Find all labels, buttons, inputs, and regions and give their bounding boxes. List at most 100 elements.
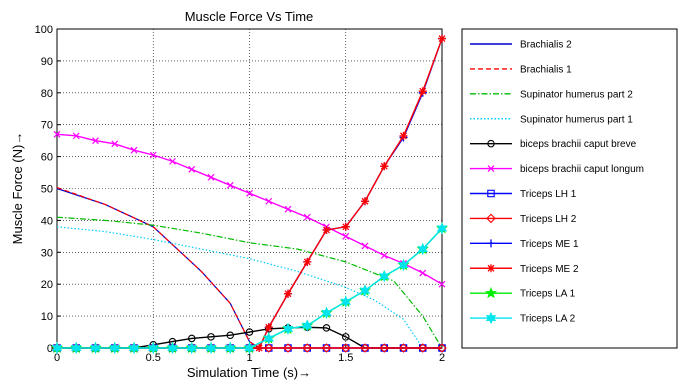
- data-point: [92, 137, 99, 145]
- data-point: [378, 270, 390, 283]
- legend-label: Triceps ME 1: [520, 239, 579, 250]
- legend-entry: Supinator humerus part 1: [470, 114, 633, 125]
- legend-entry: Supinator humerus part 2: [470, 89, 633, 100]
- data-point: [284, 289, 292, 298]
- y-tick-label: 100: [35, 24, 53, 36]
- chart-title: Muscle Force Vs Time: [185, 9, 314, 24]
- data-point: [321, 343, 332, 353]
- data-point: [419, 269, 427, 277]
- data-point: [70, 341, 82, 355]
- legend-label: Triceps LH 2: [520, 214, 577, 225]
- data-point: [186, 341, 198, 355]
- data-point: [188, 165, 196, 173]
- data-point: [341, 222, 350, 231]
- data-point: [169, 157, 176, 165]
- data-point: [283, 343, 293, 353]
- series-supinator-humerus-part-2: [56, 216, 443, 349]
- data-point: [255, 344, 264, 352]
- data-point: [301, 319, 313, 332]
- legend-label: Brachialis 2: [520, 40, 572, 51]
- legend-box: [461, 28, 678, 349]
- data-point: [417, 343, 428, 353]
- data-point: [342, 232, 350, 240]
- data-point: [226, 331, 235, 339]
- data-point: [487, 165, 495, 173]
- legend-label: Supinator humerus part 1: [520, 114, 633, 125]
- data-point: [303, 213, 311, 221]
- legend-entry: Triceps LH 2: [470, 213, 577, 225]
- data-point: [486, 213, 496, 224]
- data-point: [399, 131, 408, 140]
- legend-label: biceps brachii caput breve: [520, 139, 637, 150]
- data-point: [361, 197, 369, 206]
- data-point: [51, 341, 63, 355]
- data-point: [90, 341, 101, 355]
- y-tick-label: 40: [41, 215, 53, 227]
- series-biceps-brachii-caput-longum: [53, 130, 446, 288]
- series-layer: [50, 34, 449, 355]
- data-point: [302, 343, 313, 353]
- data-point: [487, 239, 495, 248]
- data-point: [321, 306, 332, 320]
- data-point: [130, 146, 138, 154]
- data-point: [380, 162, 389, 171]
- series-line: [56, 216, 443, 349]
- data-point: [341, 333, 350, 341]
- data-point: [282, 322, 294, 336]
- legend-entry: Brachialis 2: [470, 40, 572, 51]
- data-point: [361, 242, 369, 250]
- data-point: [340, 343, 351, 353]
- data-point: [438, 34, 446, 43]
- grid-lines: [57, 29, 442, 348]
- data-point: [245, 328, 254, 336]
- data-point: [244, 341, 255, 355]
- data-point: [128, 341, 140, 355]
- data-point: [284, 205, 292, 213]
- legend-entry: biceps brachii caput longum: [470, 164, 644, 175]
- data-point: [224, 341, 236, 355]
- data-point: [147, 341, 159, 355]
- y-tick-label: 60: [41, 152, 53, 164]
- data-point: [398, 258, 409, 272]
- data-point: [437, 343, 447, 353]
- x-tick-label: 1.5: [338, 352, 353, 364]
- legend-label: Triceps LA 2: [520, 314, 576, 325]
- y-tick-label: 70: [41, 120, 53, 132]
- x-tick-label: 2: [439, 352, 445, 364]
- data-point: [72, 132, 80, 140]
- series-line: [56, 226, 442, 349]
- data-point: [360, 343, 370, 353]
- data-point: [417, 242, 429, 256]
- data-point: [485, 311, 497, 325]
- legend: Brachialis 2 Brachialis 1 Supinator humeru…: [470, 40, 644, 325]
- y-tick-label: 0: [47, 343, 53, 355]
- x-tick-label: 1: [246, 352, 252, 364]
- data-point: [398, 343, 409, 353]
- legend-label: Brachialis 1: [520, 64, 572, 75]
- data-point: [380, 252, 388, 259]
- legend-entry: biceps brachii caput breve: [470, 139, 637, 150]
- data-point: [167, 341, 178, 355]
- series-triceps-la-2: [51, 222, 448, 355]
- data-point: [436, 222, 448, 235]
- data-point: [418, 87, 427, 96]
- data-point: [109, 341, 121, 355]
- data-point: [340, 295, 352, 308]
- legend-label: Supinator humerus part 2: [520, 89, 633, 100]
- data-point: [188, 334, 196, 343]
- series-supinator-humerus-part-1: [56, 226, 442, 349]
- x-tick-label: 0: [54, 352, 60, 364]
- data-point: [265, 197, 273, 205]
- data-point: [207, 173, 215, 181]
- data-point: [322, 324, 331, 332]
- legend-label: Triceps LA 1: [520, 289, 576, 300]
- y-tick-label: 20: [41, 279, 53, 291]
- y-tick-label: 90: [41, 56, 53, 68]
- y-tick-label: 30: [41, 247, 53, 259]
- data-point: [487, 139, 495, 148]
- x-axis-label: Simulation Time (s)→: [187, 365, 311, 380]
- data-point: [149, 151, 157, 159]
- data-point: [487, 264, 495, 273]
- y-tick-label: 80: [41, 88, 53, 100]
